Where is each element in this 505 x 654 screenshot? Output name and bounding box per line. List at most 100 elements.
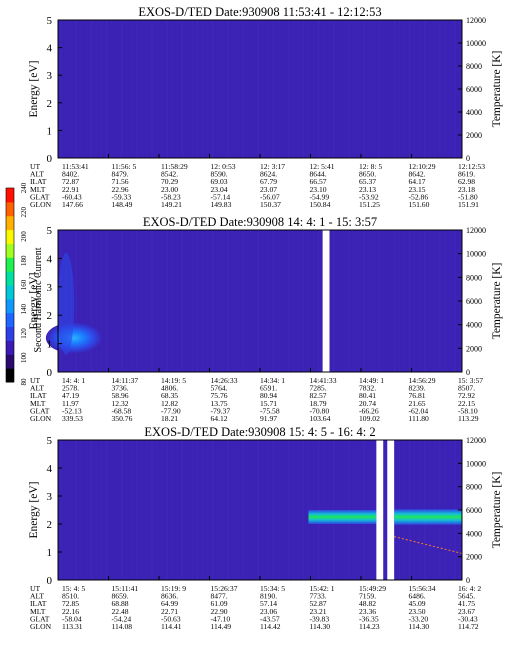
texture-stripe [156, 440, 158, 580]
table-cell: 64.99 [161, 599, 178, 608]
texture-stripe [161, 230, 163, 372]
texture-stripe [105, 230, 108, 372]
table-cell: 15:26:37 [211, 584, 238, 593]
table-cell: 14:49: 1 [359, 376, 384, 385]
texture-stripe [65, 20, 67, 158]
texture-stripe [95, 230, 98, 372]
texture-stripe [126, 230, 128, 372]
texture-stripe [151, 230, 153, 372]
table-cell: -30.43 [458, 614, 478, 623]
table-cell: 7733. [310, 592, 327, 601]
texture-stripe [348, 230, 350, 372]
texture-stripe [434, 230, 436, 372]
y-tick-label: 0 [47, 153, 53, 165]
table-cell: 8402. [62, 170, 79, 179]
table-row-label: GLON [30, 622, 52, 631]
table-cell: 5645. [458, 592, 475, 601]
table-cell: 22.96 [112, 185, 129, 194]
table-row-label: ALT [30, 384, 44, 393]
table-cell: -51.80 [458, 192, 478, 201]
texture-stripe [272, 20, 274, 158]
table-cell: -50.63 [161, 614, 181, 623]
texture-stripe [212, 440, 214, 580]
colorbar-swatch [6, 188, 14, 203]
table-cell: 64.12 [211, 414, 228, 423]
table-cell: 8650. [359, 170, 376, 179]
texture-stripe [176, 440, 178, 580]
table-cell: 23.18 [458, 185, 475, 194]
texture-stripe [196, 20, 199, 158]
texture-stripe [171, 440, 173, 580]
texture-stripe [206, 20, 209, 158]
texture-stripe [166, 440, 168, 580]
texture-stripe [95, 440, 98, 580]
colorbar-tick-label: 240 [20, 182, 28, 193]
texture-stripe [363, 230, 365, 372]
table-cell: 23.13 [359, 185, 376, 194]
plot-area [58, 230, 462, 372]
table-cell: 11.97 [62, 399, 79, 408]
table-cell: 151.91 [458, 200, 479, 209]
texture-stripe [131, 20, 133, 158]
data-gap [387, 439, 395, 581]
texture-stripe [302, 20, 305, 158]
table-cell: 151.25 [359, 200, 380, 209]
y2-tick-label: 8000 [466, 483, 482, 492]
y-tick-label: 3 [47, 70, 53, 82]
table-cell: 14:19: 5 [161, 376, 186, 385]
table-cell: 12.32 [112, 399, 129, 408]
y2-tick-label: 4000 [466, 108, 482, 117]
plasma-tail [58, 252, 75, 355]
texture-stripe [136, 230, 138, 372]
y2-tick-label: 6000 [466, 85, 482, 94]
texture-stripe [141, 440, 143, 580]
texture-stripe [277, 20, 279, 158]
table-cell: 72.87 [62, 177, 79, 186]
texture-stripe [262, 230, 264, 372]
texture-stripe [141, 230, 143, 372]
texture-stripe [181, 230, 183, 372]
texture-stripe [156, 230, 158, 372]
table-cell: 23.04 [211, 185, 228, 194]
texture-stripe [363, 20, 365, 158]
texture-stripe [313, 20, 315, 158]
table-cell: 147.66 [62, 200, 83, 209]
texture-stripe [302, 230, 305, 372]
table-cell: 12:10:29 [409, 162, 436, 171]
table-cell: 12.82 [161, 399, 178, 408]
texture-stripe [232, 440, 234, 580]
texture-stripe [105, 20, 108, 158]
colorbar-tick-label: 160 [20, 279, 28, 290]
texture-stripe [292, 440, 295, 580]
y2-tick-label: 10000 [466, 459, 486, 468]
texture-stripe [277, 230, 279, 372]
table-cell: 68.88 [112, 599, 129, 608]
y-tick-label: 5 [47, 435, 53, 447]
texture-stripe [176, 20, 178, 158]
texture-stripe [242, 20, 244, 158]
table-row-label: ILAT [30, 599, 47, 608]
texture-stripe [398, 20, 401, 158]
y-tick-label: 3 [47, 491, 53, 503]
texture-stripe [449, 20, 451, 158]
texture-stripe [343, 20, 345, 158]
table-cell: 15:56:34 [409, 584, 436, 593]
texture-stripe [80, 20, 82, 158]
table-cell: 66.57 [310, 177, 327, 186]
table-row-label: GLON [30, 414, 52, 423]
table-cell: 3736. [112, 384, 129, 393]
texture-stripe [196, 440, 199, 580]
texture-stripe [242, 440, 244, 580]
panel-title: EXOS-D/TED Date:930908 11:53:41 - 12:12:… [138, 5, 381, 19]
colorbar-tick-label: 120 [20, 328, 28, 339]
texture-stripe [257, 230, 259, 372]
texture-stripe [287, 20, 289, 158]
table-cell: -60.43 [62, 192, 82, 201]
panel-2: EXOS-D/TED Date:930908 14: 4: 1 - 15: 3:… [28, 215, 503, 423]
texture-stripe [90, 440, 93, 580]
texture-stripe [449, 230, 451, 372]
texture-stripe [434, 20, 436, 158]
table-cell: -47.10 [211, 614, 231, 623]
energy-band [308, 510, 377, 524]
table-row-label: ILAT [30, 177, 47, 186]
